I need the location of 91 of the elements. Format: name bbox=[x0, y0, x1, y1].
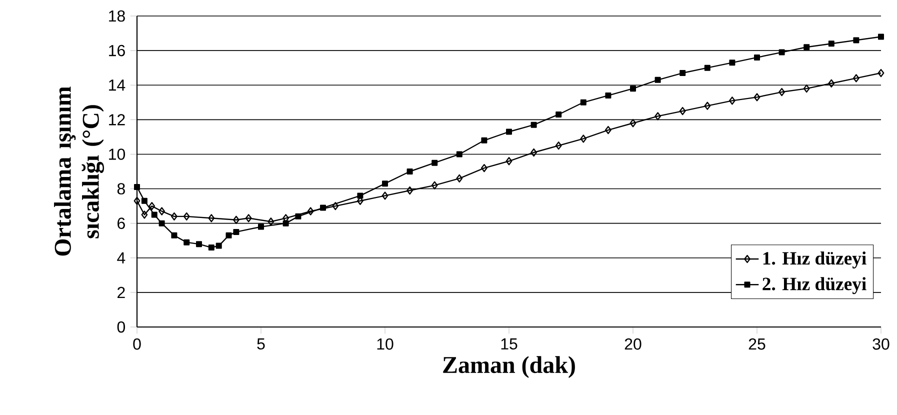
point bbox=[481, 164, 488, 172]
point bbox=[216, 242, 222, 249]
point bbox=[853, 37, 860, 44]
point bbox=[151, 212, 158, 218]
y-tick-label: 0 bbox=[117, 321, 126, 333]
point bbox=[853, 74, 860, 82]
point bbox=[530, 122, 537, 128]
point bbox=[196, 241, 202, 248]
point bbox=[134, 184, 140, 190]
point bbox=[729, 60, 736, 66]
x-tick-label: 20 bbox=[624, 338, 642, 350]
point bbox=[158, 220, 165, 226]
point bbox=[754, 54, 760, 60]
x-tick-label: 25 bbox=[748, 338, 766, 350]
legend-label: 1. Hız düzeyi bbox=[763, 251, 866, 268]
point bbox=[580, 99, 586, 106]
point bbox=[878, 34, 884, 40]
point bbox=[226, 232, 232, 238]
point bbox=[828, 79, 835, 88]
point bbox=[171, 232, 178, 238]
point bbox=[258, 224, 264, 230]
point bbox=[295, 213, 302, 220]
point bbox=[357, 192, 364, 199]
point bbox=[134, 196, 140, 205]
point bbox=[233, 216, 240, 224]
point bbox=[183, 212, 190, 220]
point bbox=[604, 126, 612, 134]
point bbox=[456, 174, 463, 182]
point bbox=[171, 212, 178, 220]
point bbox=[506, 157, 512, 166]
x-tick-label: 5 bbox=[257, 338, 265, 350]
point bbox=[431, 181, 438, 190]
point bbox=[382, 192, 388, 200]
point bbox=[456, 151, 462, 158]
point bbox=[555, 142, 562, 150]
point bbox=[630, 86, 636, 92]
point bbox=[704, 102, 711, 110]
point bbox=[828, 40, 834, 47]
y-tick-label: 6 bbox=[118, 218, 125, 229]
point bbox=[184, 239, 190, 246]
point bbox=[406, 168, 413, 175]
point bbox=[679, 106, 686, 116]
point bbox=[432, 160, 438, 166]
point bbox=[605, 92, 612, 98]
point bbox=[729, 96, 736, 105]
point bbox=[878, 68, 884, 78]
legend-label: 2. Hız düzeyi bbox=[762, 277, 866, 294]
point bbox=[307, 207, 314, 216]
point bbox=[704, 64, 710, 71]
point bbox=[506, 128, 512, 135]
y-tick-label: 4 bbox=[117, 252, 126, 264]
y-tick-label: 18 bbox=[109, 10, 125, 22]
point bbox=[804, 44, 810, 50]
point bbox=[803, 84, 810, 93]
y-tick-label: 16 bbox=[109, 44, 125, 56]
point bbox=[245, 214, 252, 222]
point bbox=[141, 210, 148, 219]
point bbox=[148, 202, 156, 210]
x-axis-title: Zaman (dak) bbox=[443, 356, 575, 378]
point bbox=[320, 204, 326, 211]
point bbox=[754, 93, 760, 102]
point bbox=[282, 220, 289, 226]
point bbox=[158, 207, 165, 216]
y-tick-label: 8 bbox=[117, 183, 125, 194]
point bbox=[778, 49, 785, 56]
point bbox=[141, 198, 148, 204]
y-tick-label: 10 bbox=[109, 148, 126, 160]
point bbox=[630, 119, 636, 128]
x-tick-label: 15 bbox=[501, 338, 518, 350]
x-tick-label: 30 bbox=[872, 338, 890, 350]
y-tick-label: 14 bbox=[109, 80, 126, 91]
point bbox=[332, 202, 339, 210]
point bbox=[233, 228, 240, 235]
point bbox=[556, 111, 562, 118]
y-axis-title: Ortalama ışınım sıcaklığı (°C) bbox=[54, 86, 104, 256]
point bbox=[778, 88, 785, 96]
point bbox=[530, 148, 537, 157]
point bbox=[382, 180, 388, 187]
point bbox=[580, 134, 587, 143]
point bbox=[481, 137, 488, 144]
x-tick-label: 10 bbox=[377, 338, 394, 350]
point bbox=[654, 76, 661, 83]
point bbox=[680, 70, 686, 76]
y-tick-label: 12 bbox=[109, 114, 125, 126]
x-tick-label: 0 bbox=[133, 338, 141, 350]
y-tick-label: 2 bbox=[118, 286, 125, 298]
point bbox=[654, 112, 661, 120]
point bbox=[406, 186, 413, 195]
point bbox=[268, 218, 274, 226]
point bbox=[208, 214, 215, 222]
point bbox=[208, 244, 214, 251]
